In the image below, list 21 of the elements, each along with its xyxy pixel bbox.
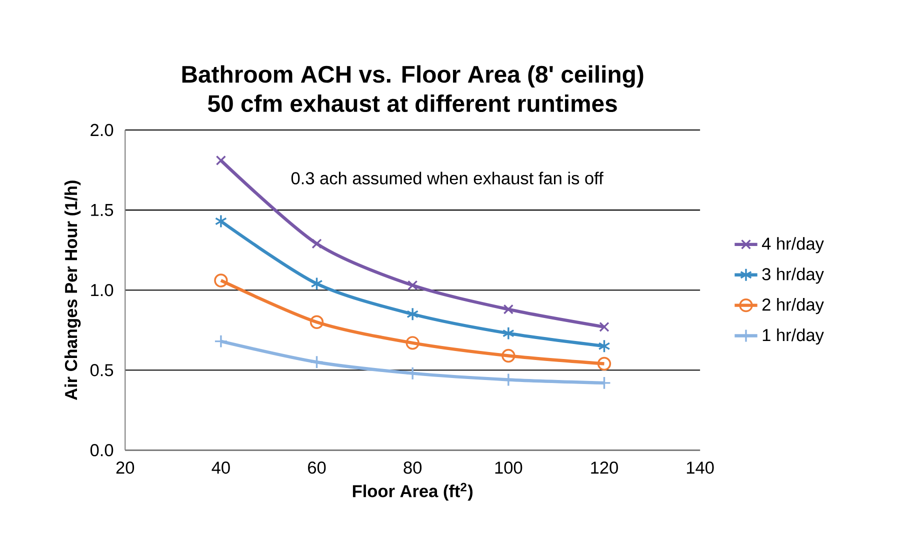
chart-title: Bathroom ACH vs. Floor Area (8' ceiling) (182, 65, 644, 88)
legend-label: 3 hr/day (762, 268, 824, 284)
y-tick-label: 0.0 (90, 444, 114, 456)
legend-label: 2 hr/day (762, 298, 824, 314)
x-tick-label: 40 (212, 461, 230, 474)
y-tick-label: 0.5 (90, 364, 114, 376)
x-tick-label: 100 (495, 461, 522, 474)
y-tick-label: 1.0 (91, 284, 114, 296)
y-tick-label: 2.0 (90, 124, 114, 136)
x-tick-label: 20 (116, 461, 134, 474)
y-axis-title: Air Changes Per Hour (1/h) (64, 180, 81, 400)
x-tick-label: 80 (404, 461, 422, 474)
chart-subtitle: 50 cfm exhaust at different runtimes (208, 94, 617, 112)
x-axis-title: Floor Area (ft$^{2}$) (352, 482, 473, 501)
legend-label: 1 hr/day (762, 328, 824, 345)
y-tick-label: 1.5 (91, 204, 114, 216)
x-tick-label: 140 (686, 461, 714, 474)
x-tick-label: 120 (591, 461, 618, 474)
legend-label: 4 hr/day (762, 237, 824, 254)
x-tick-label: 60 (308, 461, 326, 474)
annotation: 0.3 ach assumed when exhaust fan is off (291, 172, 604, 184)
